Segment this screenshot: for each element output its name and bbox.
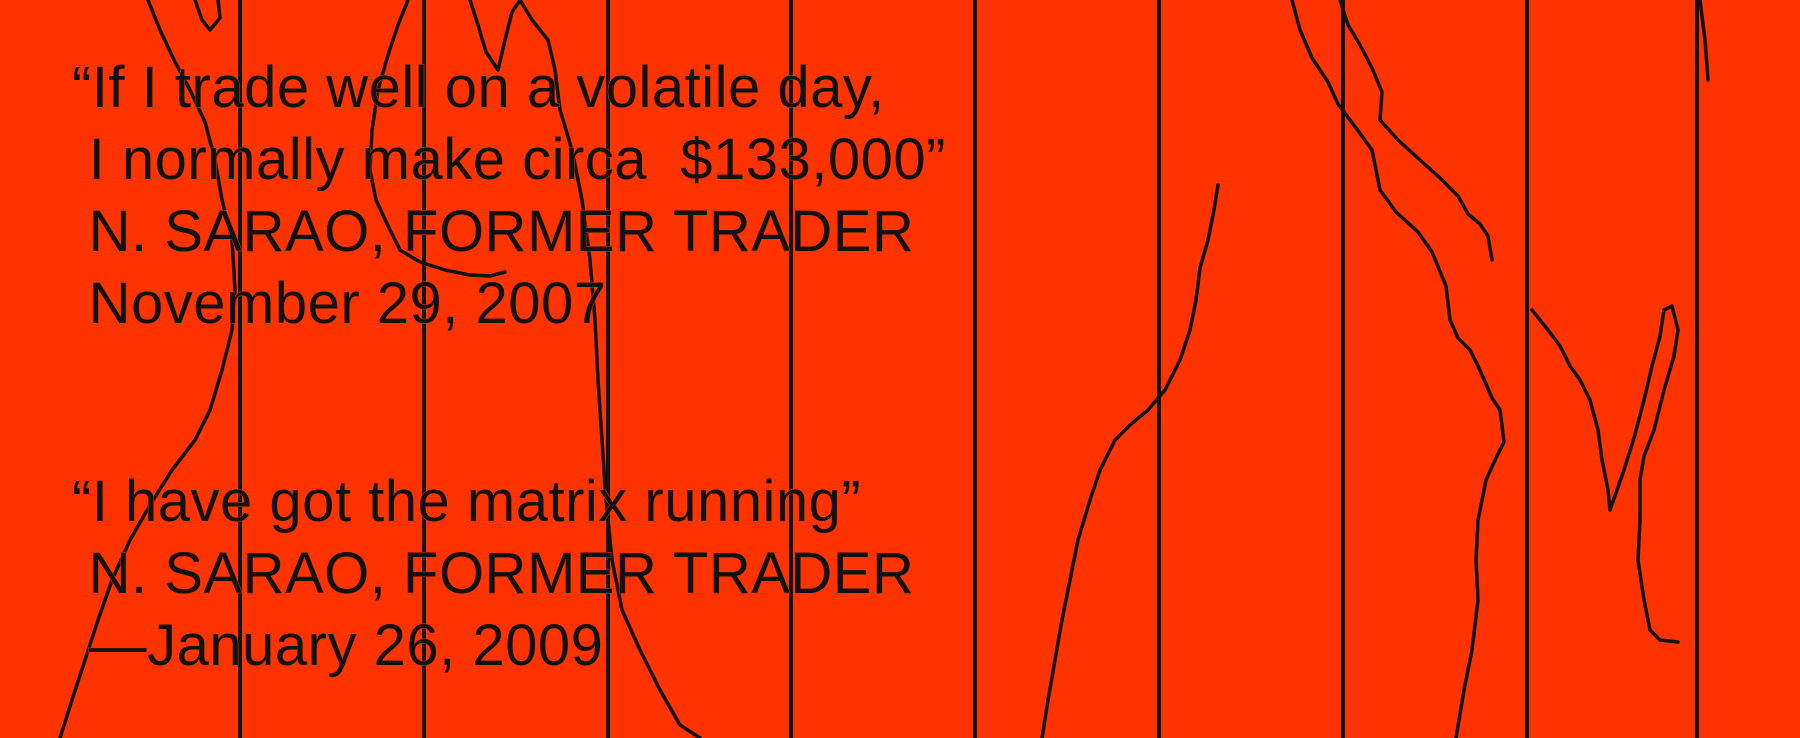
outline-stroke xyxy=(193,0,222,32)
quote-text-line-1: “If I trade well on a volatile day, xyxy=(72,55,885,121)
outline-stroke xyxy=(368,0,507,278)
quote-text-line-2: I normally make circa $133,000” xyxy=(72,127,946,193)
outline-stroke xyxy=(468,0,522,72)
outline-stroke xyxy=(1290,0,1506,738)
outline-stroke xyxy=(1338,0,1494,262)
outline-stroke xyxy=(1530,304,1680,644)
outline-stroke xyxy=(518,0,702,738)
outline-stroke xyxy=(58,0,237,738)
quote-date: November 29, 2007 xyxy=(72,271,607,337)
quote-date: —January 26, 2009 xyxy=(72,613,604,679)
figure-outline xyxy=(58,0,1710,738)
quote-block-2007: “If I trade well on a volatile day, I no… xyxy=(72,52,946,340)
quote-attribution: N. SARAO, FORMER TRADER xyxy=(72,541,915,607)
outline-stroke xyxy=(1698,0,1710,82)
quote-block-2009: “I have got the matrix running” N. SARAO… xyxy=(71,466,915,682)
quote-attribution: N. SARAO, FORMER TRADER xyxy=(72,199,915,265)
outline-stroke xyxy=(1040,183,1220,738)
quote-text-line-1: “I have got the matrix running” xyxy=(71,469,862,535)
vertical-stripes xyxy=(238,0,1699,738)
